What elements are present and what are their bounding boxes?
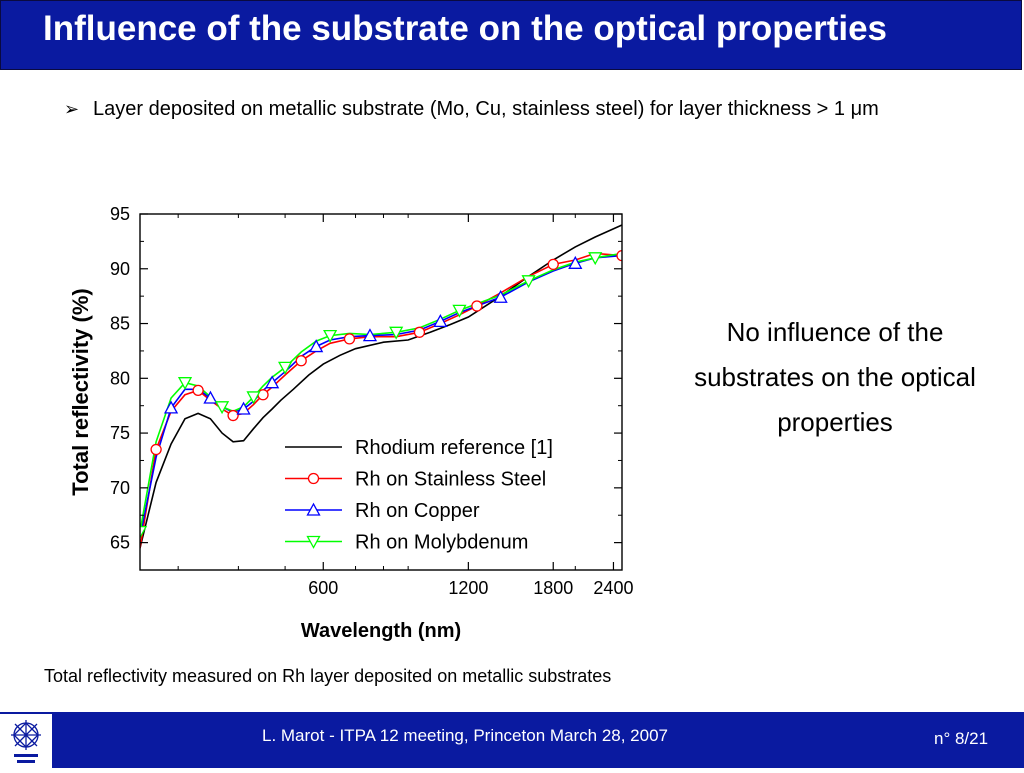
data-point [471, 300, 483, 312]
x-tick-label: 1800 [533, 578, 573, 598]
y-tick-label: 65 [110, 533, 130, 553]
data-point [140, 526, 148, 540]
legend-marker-1 [307, 472, 320, 485]
data-point [246, 391, 261, 405]
footer-bar [0, 712, 1024, 768]
data-point [323, 329, 338, 343]
data-point [547, 258, 559, 271]
data-point [493, 289, 508, 303]
plot-frame [139, 213, 623, 571]
data-point [236, 401, 251, 415]
data-point [343, 333, 356, 345]
data-point [203, 390, 218, 404]
y-tick-label: 70 [110, 478, 130, 498]
data-point [521, 275, 536, 289]
plot-area [140, 224, 622, 549]
data-point [214, 401, 230, 415]
legend-label-0: Rhodium reference [1] [355, 437, 553, 459]
legend-label-2: Rh on Copper [355, 500, 480, 522]
data-point [177, 377, 193, 391]
legend-label-3: Rh on Molybdenum [355, 532, 528, 554]
basel-logo-icon [11, 720, 41, 763]
footer-meeting-info: L. Marot - ITPA 12 meeting, Princeton Ma… [262, 726, 668, 745]
data-point [309, 339, 324, 353]
x-axis-label: Wavelength (nm) [301, 620, 461, 642]
y-tick-label: 95 [110, 204, 130, 224]
data-point [568, 255, 583, 269]
data-point [192, 384, 204, 397]
data-point [452, 304, 467, 318]
data-point [616, 249, 622, 262]
data-point [257, 389, 269, 401]
legend-label-1: Rh on Stainless Steel [355, 469, 546, 491]
legend-marker-3 [306, 535, 321, 549]
slide-title: Influence of the substrate on the optica… [43, 9, 887, 48]
data-point [227, 409, 239, 422]
legend-marker-2 [306, 502, 321, 516]
y-tick-label: 90 [110, 259, 130, 279]
data-point [389, 326, 404, 340]
data-point [433, 313, 448, 327]
y-axis-label: Total reflectivity (%) [68, 288, 93, 495]
bullet-arrow-icon: ➢ [64, 99, 80, 119]
title-bar: Influence of the substrate on the optica… [0, 0, 1022, 70]
university-logo [0, 714, 52, 768]
data-point [295, 355, 307, 367]
data-point [163, 400, 179, 414]
footer-page-number: n° 8/21 [934, 729, 989, 748]
y-tick-label: 80 [110, 368, 130, 388]
side-note: No influence of the substrates on the op… [694, 317, 976, 437]
y-tick-label: 75 [110, 423, 130, 443]
data-point [278, 361, 293, 375]
x-tick-label: 2400 [593, 578, 633, 598]
data-point [150, 443, 162, 456]
x-tick-label: 1200 [448, 578, 488, 598]
x-tick-label: 600 [308, 578, 338, 598]
y-tick-label: 85 [110, 314, 130, 334]
data-point [413, 326, 426, 338]
bullet-text: Layer deposited on metallic substrate (M… [93, 98, 879, 120]
figure-caption: Total reflectivity measured on Rh layer … [44, 666, 612, 686]
data-point [265, 375, 280, 389]
reflectivity-chart: 65 70 75 80 85 90 95 600 1200 1800 2400 Wavelength … [68, 204, 633, 642]
data-point [588, 252, 603, 266]
data-point [362, 328, 378, 342]
